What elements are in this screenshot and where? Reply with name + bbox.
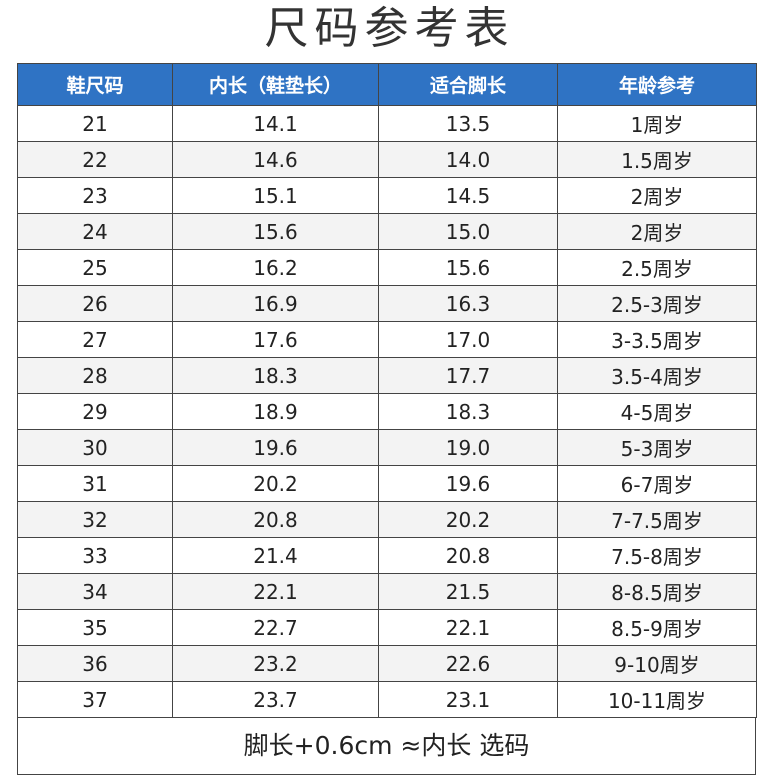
table-cell: 9-10周岁 — [557, 645, 757, 682]
header-cell: 内长（鞋垫长） — [172, 63, 379, 106]
table-cell: 33 — [17, 537, 173, 574]
table-cell: 17.7 — [378, 357, 558, 394]
table-row: 30 19.6 19.0 5-3周岁 — [17, 429, 757, 466]
table-cell: 29 — [17, 393, 173, 430]
table-cell: 18.9 — [172, 393, 379, 430]
table-cell: 20.8 — [378, 537, 558, 574]
table-row: 29 18.9 18.3 4-5周岁 — [17, 393, 757, 430]
table-cell: 2.5周岁 — [557, 249, 757, 286]
table-cell: 21.4 — [172, 537, 379, 574]
table-cell: 10-11周岁 — [557, 681, 757, 718]
table-cell: 20.8 — [172, 501, 379, 538]
table-row: 36 23.2 22.6 9-10周岁 — [17, 645, 757, 682]
table-cell: 15.1 — [172, 177, 379, 214]
table-row: 21 14.1 13.5 1周岁 — [17, 105, 757, 142]
table-cell: 4-5周岁 — [557, 393, 757, 430]
table-row: 28 18.3 17.7 3.5-4周岁 — [17, 357, 757, 394]
title: 尺码参考表 — [264, 3, 515, 54]
table-row: 26 16.9 16.3 2.5-3周岁 — [17, 285, 757, 322]
table-cell: 30 — [17, 429, 173, 466]
table-cell: 18.3 — [172, 357, 379, 394]
table-row: 35 22.7 22.1 8.5-9周岁 — [17, 609, 757, 646]
table-row: 37 23.7 23.1 10-11周岁 — [17, 681, 757, 718]
table-cell: 17.6 — [172, 321, 379, 358]
header-cell: 年龄参考 — [557, 63, 757, 106]
table-cell: 23 — [17, 177, 173, 214]
table-row: 33 21.4 20.8 7.5-8周岁 — [17, 537, 757, 574]
table-cell: 15.6 — [172, 213, 379, 250]
table-cell: 7-7.5周岁 — [557, 501, 757, 538]
table-cell: 19.6 — [378, 465, 558, 502]
table-cell: 14.6 — [172, 141, 379, 178]
table-cell: 35 — [17, 609, 173, 646]
table-cell: 2.5-3周岁 — [557, 285, 757, 322]
size-table: 鞋尺码 内长（鞋垫长） 适合脚长 年龄参考 21 14.1 13.5 1周岁 22 14.6 14… — [17, 63, 757, 718]
table-cell: 22.1 — [378, 609, 558, 646]
table-cell: 21 — [17, 105, 173, 142]
table-cell: 14.1 — [172, 105, 379, 142]
table-cell: 25 — [17, 249, 173, 286]
table-cell: 2周岁 — [557, 213, 757, 250]
table-cell: 16.3 — [378, 285, 558, 322]
table-cell: 16.2 — [172, 249, 379, 286]
table-cell: 23.1 — [378, 681, 558, 718]
table-row: 32 20.8 20.2 7-7.5周岁 — [17, 501, 757, 538]
table-cell: 2周岁 — [557, 177, 757, 214]
table-cell: 37 — [17, 681, 173, 718]
table-cell: 28 — [17, 357, 173, 394]
table-cell: 8.5-9周岁 — [557, 609, 757, 646]
table-cell: 32 — [17, 501, 173, 538]
table-cell: 5-3周岁 — [557, 429, 757, 466]
table-cell: 23.2 — [172, 645, 379, 682]
table-cell: 21.5 — [378, 573, 558, 610]
table-cell: 19.6 — [172, 429, 379, 466]
table-cell: 16.9 — [172, 285, 379, 322]
table-cell: 23.7 — [172, 681, 379, 718]
table-cell: 19.0 — [378, 429, 558, 466]
table-row: 22 14.6 14.0 1.5周岁 — [17, 141, 757, 178]
table-cell: 20.2 — [172, 465, 379, 502]
table-cell: 34 — [17, 573, 173, 610]
table-cell: 22 — [17, 141, 173, 178]
table-cell: 7.5-8周岁 — [557, 537, 757, 574]
table-cell: 22.6 — [378, 645, 558, 682]
footer-note: 脚长+0.6cm ≈内长 选码 — [17, 717, 756, 775]
table-cell: 14.0 — [378, 141, 558, 178]
table-row: 24 15.6 15.0 2周岁 — [17, 213, 757, 250]
table-cell: 6-7周岁 — [557, 465, 757, 502]
table-cell: 13.5 — [378, 105, 558, 142]
header-cell: 鞋尺码 — [17, 63, 173, 106]
table-cell: 15.0 — [378, 213, 558, 250]
table-cell: 27 — [17, 321, 173, 358]
table-cell: 36 — [17, 645, 173, 682]
table-cell: 18.3 — [378, 393, 558, 430]
table-cell: 26 — [17, 285, 173, 322]
table-cell: 24 — [17, 213, 173, 250]
table-cell: 22.1 — [172, 573, 379, 610]
table-row: 23 15.1 14.5 2周岁 — [17, 177, 757, 214]
table-cell: 31 — [17, 465, 173, 502]
table-row: 34 22.1 21.5 8-8.5周岁 — [17, 573, 757, 610]
header-cell: 适合脚长 — [378, 63, 558, 106]
table-row: 27 17.6 17.0 3-3.5周岁 — [17, 321, 757, 358]
table-cell: 3-3.5周岁 — [557, 321, 757, 358]
table-cell: 20.2 — [378, 501, 558, 538]
table-cell: 1.5周岁 — [557, 141, 757, 178]
table-row: 31 20.2 19.6 6-7周岁 — [17, 465, 757, 502]
table-row: 25 16.2 15.6 2.5周岁 — [17, 249, 757, 286]
table-cell: 15.6 — [378, 249, 558, 286]
table-cell: 22.7 — [172, 609, 379, 646]
table-cell: 8-8.5周岁 — [557, 573, 757, 610]
table-cell: 17.0 — [378, 321, 558, 358]
table-cell: 1周岁 — [557, 105, 757, 142]
table-cell: 14.5 — [378, 177, 558, 214]
table-cell: 3.5-4周岁 — [557, 357, 757, 394]
header-row: 鞋尺码 内长（鞋垫长） 适合脚长 年龄参考 — [17, 63, 757, 106]
